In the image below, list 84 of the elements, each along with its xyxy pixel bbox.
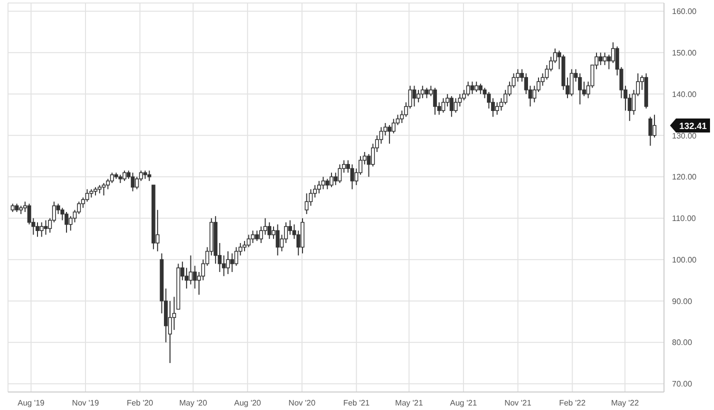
candlestick xyxy=(234,246,238,266)
y-tick-label: 70.00 xyxy=(672,380,693,389)
y-tick-label: 80.00 xyxy=(672,338,693,348)
candlestick xyxy=(276,224,280,256)
candlestick xyxy=(246,234,251,248)
y-tick-label: 90.00 xyxy=(672,296,693,306)
candlestick xyxy=(222,254,226,277)
candlestick xyxy=(482,87,487,99)
x-tick-label: May '22 xyxy=(611,398,640,408)
candlestick xyxy=(255,230,259,242)
candlestick xyxy=(288,220,292,236)
candlestick xyxy=(441,98,446,114)
candlestick xyxy=(450,96,454,118)
candlestick xyxy=(130,172,135,192)
candlestick xyxy=(350,164,354,190)
candlestick xyxy=(470,81,474,95)
candlestick xyxy=(188,254,193,285)
candlestick xyxy=(317,180,321,194)
candlestick xyxy=(416,89,420,103)
y-tick-label: 120.00 xyxy=(672,172,698,182)
y-tick-label: 150.00 xyxy=(672,48,698,58)
x-tick-label: Aug '20 xyxy=(234,398,262,408)
candlestick xyxy=(420,85,424,99)
candlestick xyxy=(383,122,388,136)
x-tick-label: Aug '19 xyxy=(18,398,46,408)
candlestick xyxy=(226,250,230,275)
x-tick-label: May '20 xyxy=(179,398,208,408)
candlestick xyxy=(486,91,491,110)
candlestick xyxy=(454,98,458,114)
x-tick-label: Feb '20 xyxy=(126,398,154,408)
candlestick xyxy=(44,220,48,236)
x-tick-label: Nov '21 xyxy=(504,398,532,408)
candlestick xyxy=(578,72,582,105)
candlestick xyxy=(570,68,574,97)
candlestick xyxy=(516,68,520,82)
annotation: 132.41 xyxy=(679,120,707,131)
candlestick xyxy=(304,192,309,215)
candlestick xyxy=(325,178,330,190)
candlestick xyxy=(474,81,478,92)
x-tick-label: Nov '20 xyxy=(288,398,316,408)
candlestick xyxy=(85,188,90,202)
candlestick xyxy=(499,98,504,112)
candlestick xyxy=(68,216,73,232)
candlestick xyxy=(64,211,68,234)
y-tick-label: 160.00 xyxy=(672,7,698,16)
candlestick xyxy=(230,252,234,272)
candlestick xyxy=(648,116,652,146)
y-tick-label: 110.00 xyxy=(672,214,696,224)
candlestick xyxy=(263,218,268,236)
candlestick xyxy=(334,172,338,186)
candlestick xyxy=(338,164,342,184)
candlestick xyxy=(495,102,500,116)
candlestick xyxy=(36,222,40,238)
candlestick xyxy=(267,222,272,240)
candlestick xyxy=(102,182,106,196)
candlestick xyxy=(379,126,384,144)
y-tick-label: 130.00 xyxy=(672,131,698,140)
candlestick xyxy=(308,188,313,206)
candlestick xyxy=(321,176,326,190)
candlestick xyxy=(27,203,32,225)
x-tick-label: Feb '22 xyxy=(559,398,586,408)
candlestick xyxy=(544,64,549,80)
x-tick-label: Nov '19 xyxy=(72,398,100,408)
x-tick-label: May '21 xyxy=(395,398,424,408)
candlestick xyxy=(652,114,656,138)
candlestick xyxy=(458,94,462,107)
candlestick xyxy=(540,72,545,86)
y-tick-label: 140.00 xyxy=(672,90,698,99)
candlestick xyxy=(598,52,603,66)
candlestick xyxy=(250,230,255,244)
candlestick xyxy=(424,87,429,99)
candlestick xyxy=(466,81,470,97)
y-tick-label: 100.00 xyxy=(672,255,698,264)
candlestick xyxy=(330,172,334,188)
candlestick xyxy=(433,87,437,116)
candlestick xyxy=(478,83,482,95)
x-tick-label: Feb '21 xyxy=(343,398,370,408)
candlestick xyxy=(60,207,64,221)
candlestick xyxy=(122,170,126,182)
candlestick xyxy=(40,222,44,238)
candlestick xyxy=(602,52,607,66)
candlestick xyxy=(388,124,392,144)
candlestick xyxy=(412,85,416,107)
x-tick-label: Aug '21 xyxy=(450,398,478,408)
